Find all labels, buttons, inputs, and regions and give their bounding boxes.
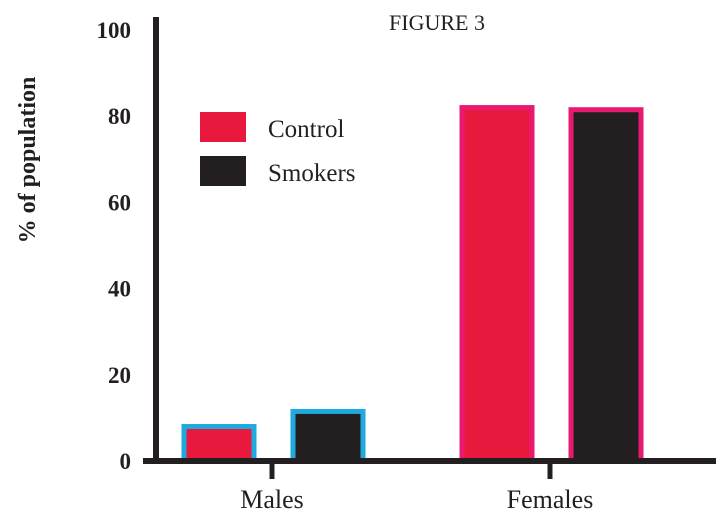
y-axis-ticks: 0 20 40 60 80 100 (97, 18, 132, 474)
y-tick-label: 40 (108, 277, 131, 302)
bar-females-control (459, 105, 535, 464)
legend-swatch-smokers (200, 156, 246, 186)
legend-swatch-control (200, 112, 246, 142)
x-category-label: Females (507, 485, 594, 514)
y-axis-label: % of population (15, 77, 41, 244)
bar-males-smokers (290, 408, 366, 464)
legend: Control Smokers (200, 112, 356, 187)
y-tick-label: 80 (108, 104, 131, 129)
y-tick-label: 100 (97, 18, 132, 43)
bars-group (181, 105, 644, 464)
chart-title: FIGURE 3 (389, 10, 485, 35)
legend-label-smokers: Smokers (268, 160, 356, 187)
y-tick-label: 0 (120, 449, 132, 474)
x-category-label: Males (240, 485, 304, 514)
x-axis-categories: Males Females (240, 461, 593, 514)
legend-label-control: Control (268, 116, 344, 143)
y-tick-label: 60 (108, 190, 131, 215)
bar-females-smokers (568, 107, 644, 464)
bar-males-control (181, 424, 257, 464)
y-tick-label: 20 (108, 363, 131, 388)
